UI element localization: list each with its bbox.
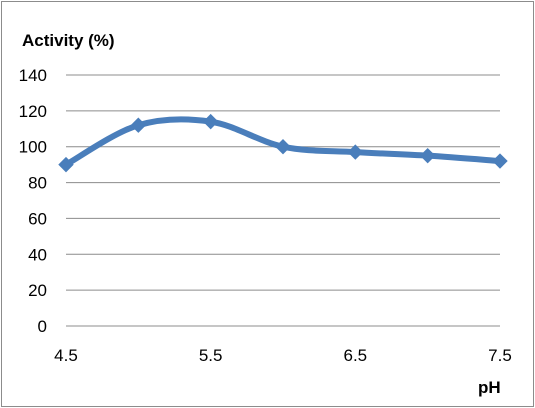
y-tick-label: 40 [28, 245, 47, 264]
y-axis-ticks: 0 20 40 60 80 100 120 140 [19, 66, 47, 336]
data-point-marker [202, 113, 219, 130]
gridlines [66, 74, 500, 327]
x-tick-label: 5.5 [199, 346, 223, 365]
data-point-marker [130, 117, 147, 133]
x-tick-label: 7.5 [488, 346, 512, 365]
y-tick-label: 80 [28, 174, 47, 193]
x-tick-label: 4.5 [54, 346, 78, 365]
data-point-marker [275, 139, 291, 155]
y-tick-label: 20 [28, 281, 47, 300]
series-group [58, 113, 508, 173]
data-point-marker [419, 147, 436, 164]
x-axis-title: pH [478, 378, 501, 397]
y-tick-label: 0 [38, 317, 47, 336]
y-tick-label: 140 [19, 66, 47, 85]
y-axis-title: Activity (%) [22, 31, 115, 50]
y-tick-label: 60 [28, 209, 47, 228]
data-point-marker [347, 144, 364, 160]
x-tick-label: 6.5 [344, 346, 368, 365]
data-point-marker [492, 153, 508, 169]
data-point-marker [58, 156, 74, 173]
y-tick-label: 100 [19, 138, 47, 157]
x-axis-ticks: 4.5 5.5 6.5 7.5 [54, 346, 512, 365]
y-tick-label: 120 [19, 102, 47, 121]
